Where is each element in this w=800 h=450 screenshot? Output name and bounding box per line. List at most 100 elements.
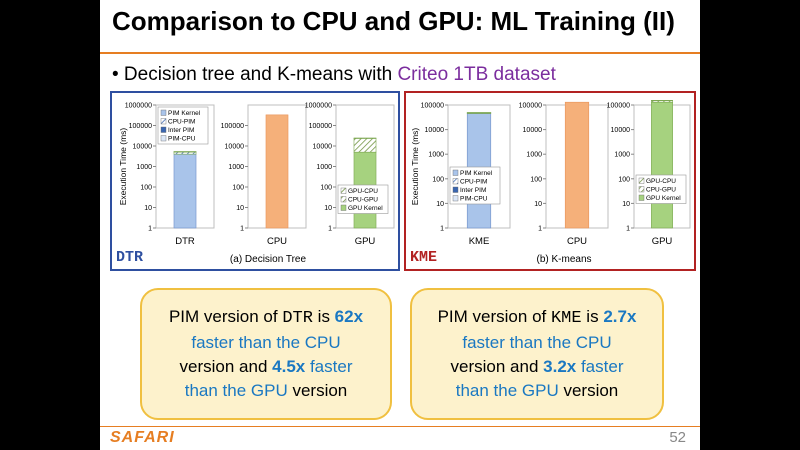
legend-swatch [340, 196, 347, 203]
y-tick-label: 100 [320, 185, 332, 192]
y-axis-label: Execution Time (ms) [118, 128, 128, 206]
bar-segment-cpu-gpu [353, 137, 377, 153]
legend-entry: PIM-CPU [168, 136, 196, 143]
speedup-cpu: 62x [334, 307, 364, 327]
bar-segment-cpu [564, 101, 590, 229]
y-tick-label: 1 [538, 226, 542, 233]
y-tick-label: 10 [324, 205, 332, 212]
y-tick-label: 1 [626, 226, 630, 233]
bar-segment-pim-kernel [173, 153, 197, 229]
bar-segment-gpu-kernel [651, 101, 673, 229]
legend-entry: GPU Kernel [646, 195, 681, 202]
dtr-tag: DTR [116, 249, 144, 266]
callout-text: is [312, 307, 335, 327]
slide-title: Comparison to CPU and GPU: ML Training (… [112, 6, 675, 36]
y-tick-label: 10 [144, 205, 152, 212]
y-tick-label: 1 [148, 226, 152, 233]
y-tick-label: 100 [232, 185, 244, 192]
y-tick-label: 10000 [313, 144, 333, 151]
legend-entry: CPU-PIM [168, 119, 195, 126]
dtr-group-box: DTR 1 10 100 1000 10000 100000 1000000 Executio… [110, 91, 400, 271]
callout-text: faster than the CPU [191, 333, 341, 353]
legend-box [635, 174, 687, 204]
legend-entry: CPU-GPU [348, 197, 378, 204]
bullet-point: • Decision tree and K-means with Criteo … [112, 64, 556, 86]
callout-text: faster [305, 357, 353, 376]
legend-swatch [638, 177, 645, 184]
legend-box [157, 106, 209, 145]
legend-swatch [160, 118, 167, 125]
y-tick-label: 1000000 [305, 103, 332, 110]
y-tick-label: 100000 [607, 103, 630, 110]
y-tick-label: 1 [240, 226, 244, 233]
legend-entry: GPU-CPU [646, 178, 676, 185]
kme-charts: 1 10 100 1000 10000 100000 Execution Time (ms)… [410, 100, 691, 265]
legend-entry: CPU-PIM [460, 179, 487, 186]
callout-text: faster [576, 357, 624, 376]
legend-swatch [452, 169, 459, 176]
y-tick-label: 1000 [428, 152, 444, 159]
y-tick-label: 100000 [309, 123, 332, 130]
callout-code: KME [550, 309, 582, 329]
bar-segment-cpu [265, 114, 289, 229]
y-tick-label: 10000 [225, 144, 245, 151]
y-tick-label: 100 [140, 185, 152, 192]
callout-text: is [581, 307, 604, 327]
callout-text: PIM version of [437, 307, 551, 327]
legend-entry: PIM Kernel [460, 170, 493, 177]
callout-text: than the GPU [184, 380, 288, 400]
y-tick-label: 1 [440, 226, 444, 233]
speedup-gpu: 4.5x [272, 357, 306, 376]
kme-group-box: KME 1 10 100 1000 10000 100000 Execution Time … [404, 91, 696, 271]
legend-swatch [638, 194, 645, 201]
legend-entry: Inter PIM [460, 187, 486, 194]
speedup-gpu: 3.2x [543, 357, 577, 376]
bar-segment-pim-cpu [173, 151, 197, 153]
callout-text: PIM version of [168, 307, 283, 327]
y-tick-label: 1000 [228, 164, 244, 171]
legend-swatch [340, 187, 347, 194]
legend-box [449, 166, 501, 205]
y-tick-label: 10000 [611, 127, 631, 134]
bullet-text: • Decision tree and K-means with [112, 64, 398, 85]
x-category-label: KME [469, 236, 490, 247]
x-category-label: CPU [567, 236, 587, 247]
kme-tag: KME [410, 249, 438, 266]
y-tick-label: 10 [236, 205, 244, 212]
callout-text: version [287, 380, 348, 400]
callout-text: version and [450, 357, 544, 376]
legend-swatch [452, 186, 459, 193]
speedup-cpu: 2.7x [603, 307, 637, 327]
legend-entry: PIM Kernel [168, 110, 201, 117]
callout-text: than the GPU [455, 380, 559, 400]
y-tick-label: 1000 [614, 152, 630, 159]
kme-caption: (b) K-means [536, 254, 591, 265]
x-category-label: GPU [355, 236, 376, 247]
kme-callout: PIM version of KME is 2.7x faster than t… [410, 288, 664, 420]
y-tick-label: 100000 [221, 123, 244, 130]
legend-entry: PIM-CPU [460, 196, 488, 203]
dtr-callout: PIM version of DTR is 62x faster than th… [140, 288, 392, 420]
y-tick-label: 1000 [526, 152, 542, 159]
callout-code: DTR [282, 309, 313, 329]
y-tick-label: 1000 [316, 164, 332, 171]
legend-swatch [160, 109, 167, 116]
dtr-charts: 1 10 100 1000 10000 100000 1000000 Execution Ti… [118, 103, 395, 265]
bar-segment-gpu-cpu [353, 137, 377, 139]
callout-text: version and [179, 357, 273, 376]
y-tick-label: 10000 [133, 144, 153, 151]
legend-swatch [340, 204, 347, 211]
legend-entry: CPU-GPU [646, 187, 676, 194]
y-tick-label: 100000 [421, 103, 444, 110]
y-tick-label: 10 [436, 201, 444, 208]
legend-entry: GPU Kernel [348, 205, 383, 212]
legend-entry: Inter PIM [168, 127, 194, 134]
legend-entry: GPU-CPU [348, 188, 378, 195]
legend-swatch [452, 195, 459, 202]
title-divider [100, 52, 700, 54]
legend-swatch [452, 178, 459, 185]
slide: Comparison to CPU and GPU: ML Training (… [100, 0, 700, 450]
footer-divider [100, 426, 700, 427]
x-category-label: CPU [267, 236, 287, 247]
dataset-highlight: Criteo 1TB dataset [397, 64, 556, 85]
